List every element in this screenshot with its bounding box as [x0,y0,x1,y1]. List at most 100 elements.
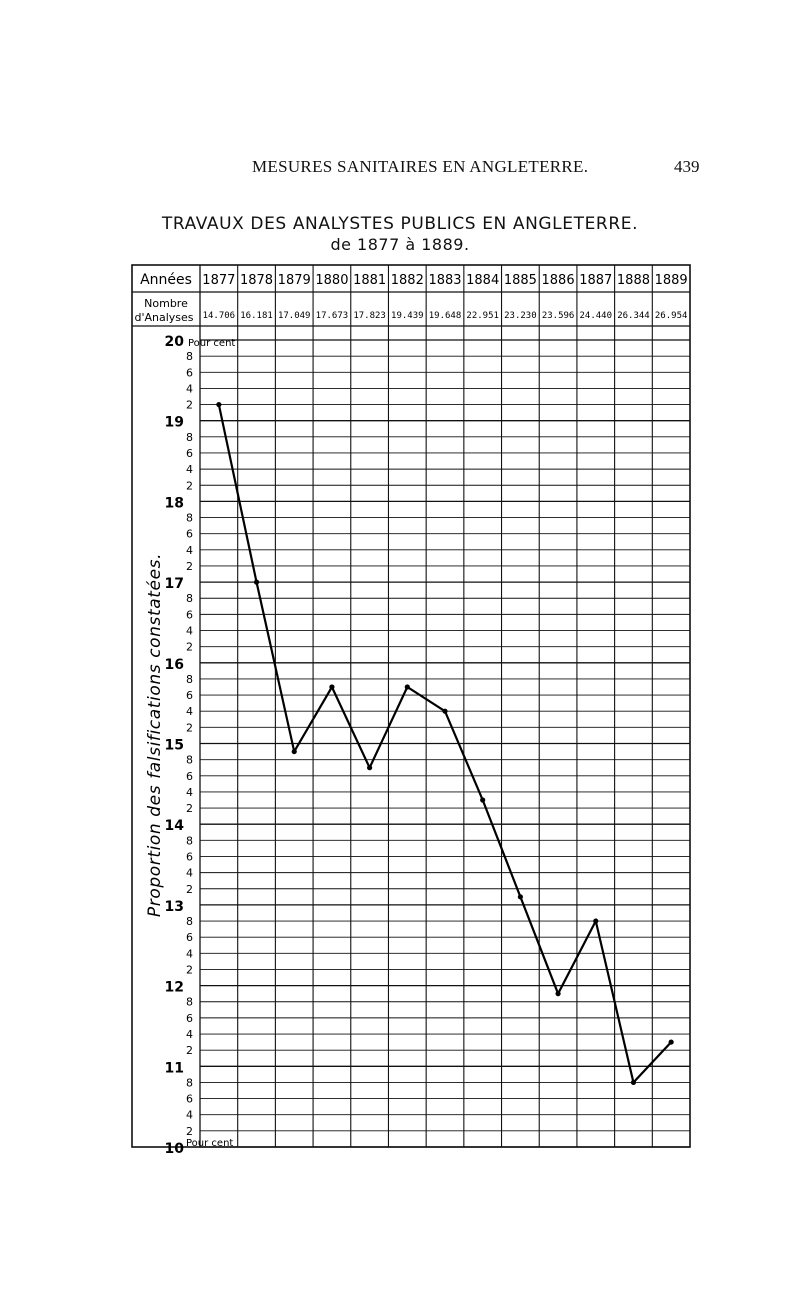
year-label: 1882 [391,273,424,288]
y-major-tick-label: 11 [165,1060,184,1076]
year-label: 1878 [240,273,273,288]
analyses-count-label: 22.951 [466,311,499,321]
analyses-count-label: 17.823 [353,311,386,321]
y-minor-tick-label: 6 [186,528,193,541]
chart-subtitle: de 1877 à 1889. [330,235,470,254]
y-minor-tick-label: 2 [186,802,193,815]
year-label: 1889 [655,273,688,288]
y-minor-tick-label: 4 [186,463,193,476]
analyses-count-label: 16.181 [240,311,273,321]
year-label: 1881 [353,273,386,288]
y-minor-tick-label: 6 [186,1093,193,1106]
y-major-tick-label: 20 [165,334,185,350]
y-axis-label: Proportion des falsifications constatées… [145,553,165,917]
data-point [593,918,599,924]
page-number: 439 [674,157,700,176]
year-label: 1886 [542,273,575,288]
data-point [253,579,260,585]
y-minor-tick-label: 4 [186,544,193,557]
data-point [630,1079,637,1086]
y-minor-tick-label: 4 [186,625,193,638]
data-point [480,797,486,803]
y-bottom-unit-label: Pour cent [186,1138,233,1149]
y-major-tick-label: 16 [165,657,184,673]
y-minor-tick-label: 8 [186,592,193,605]
y-minor-tick-label: 2 [186,1044,193,1057]
analyses-count-label: 24.440 [580,311,613,321]
y-minor-tick-label: 4 [186,705,193,718]
y-minor-tick-label: 6 [186,366,193,379]
y-minor-tick-label: 4 [186,1028,193,1041]
data-point [329,684,335,690]
running-title: MESURES SANITAIRES EN ANGLETERRE. [252,157,589,176]
y-major-tick-label: 14 [165,818,185,834]
y-minor-tick-label: 6 [186,608,193,621]
data-point [291,748,297,755]
y-minor-tick-label: 8 [186,754,193,767]
data-point [367,765,373,771]
y-minor-tick-label: 8 [186,915,193,928]
year-label: 1888 [617,273,650,288]
y-major-tick-label: 12 [165,980,184,996]
y-minor-tick-label: 8 [186,1076,193,1089]
y-minor-tick-label: 8 [186,431,193,444]
y-minor-tick-label: 8 [186,673,193,686]
data-point [404,684,410,690]
y-top-unit-label: Pour cent [188,338,235,349]
y-minor-tick-label: 2 [186,641,193,654]
y-minor-tick-label: 6 [186,850,193,863]
year-label: 1887 [579,273,612,288]
y-minor-tick-label: 2 [186,883,193,896]
y-minor-tick-label: 2 [186,1125,193,1138]
analyses-count-label: 17.049 [278,311,311,321]
data-point [668,1039,674,1045]
year-label: 1884 [466,273,499,288]
year-label: 1879 [278,273,311,288]
analyses-count-label: 19.439 [391,311,424,321]
data-point [517,894,523,900]
data-point [555,991,561,997]
y-minor-tick-label: 6 [186,689,193,702]
year-label: 1883 [428,273,461,288]
y-major-tick-label: 13 [165,899,184,915]
y-minor-tick-label: 4 [186,867,193,880]
analyses-count-label: 19.648 [429,311,462,321]
year-label: 1877 [202,273,235,288]
y-minor-tick-label: 4 [186,786,193,799]
y-minor-tick-label: 8 [186,996,193,1009]
y-minor-tick-label: 2 [186,399,193,412]
y-minor-tick-label: 8 [186,834,193,847]
year-label: 1885 [504,273,537,288]
y-minor-tick-label: 2 [186,963,193,976]
year-label: 1880 [315,273,348,288]
data-point [216,401,222,408]
y-minor-tick-label: 4 [186,382,193,395]
y-minor-tick-label: 6 [186,770,193,783]
y-major-tick-label: 19 [165,415,184,431]
analyses-count-label: 26.954 [655,311,688,321]
y-minor-tick-label: 6 [186,931,193,944]
running-head: MESURES SANITAIRES EN ANGLETERRE. 439 [0,157,800,183]
y-major-tick-label: 18 [165,495,184,511]
y-major-tick-label: 15 [165,738,184,754]
row-label-count: Nombre [144,297,188,310]
table-frame [131,264,691,1148]
data-point [442,708,448,714]
y-minor-tick-label: 4 [186,947,193,960]
analyses-count-label: 26.344 [617,311,650,321]
y-minor-tick-label: 8 [186,512,193,525]
row-label-years: Années [140,272,192,288]
analyses-count-label: 23.230 [504,311,537,321]
y-minor-tick-label: 6 [186,447,193,460]
y-minor-tick-label: 2 [186,560,193,573]
y-minor-tick-label: 4 [186,1109,193,1122]
y-minor-tick-label: 2 [186,721,193,734]
chart-title: TRAVAUX DES ANALYSTES PUBLICS EN ANGLETE… [161,214,639,234]
y-major-tick-label: 10 [165,1141,185,1157]
analyses-count-label: 14.706 [203,311,236,321]
row-label-count: d'Analyses [134,311,193,324]
y-minor-tick-label: 8 [186,350,193,363]
y-minor-tick-label: 6 [186,1012,193,1025]
y-minor-tick-label: 2 [186,479,193,492]
